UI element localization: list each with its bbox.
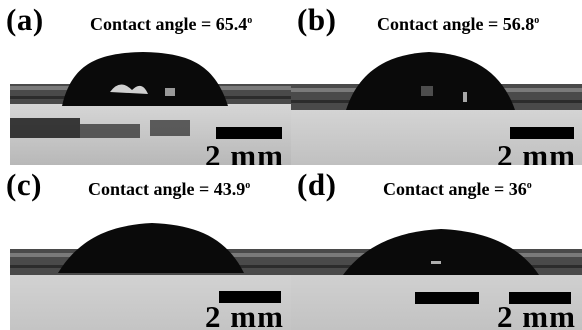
panel-a: (a) Contact angle = 65.4o 2 mm <box>0 0 291 165</box>
scale-bar-label: 2 mm <box>205 138 284 166</box>
droplet <box>58 223 244 273</box>
scale-bar-label: 2 mm <box>497 138 576 166</box>
photo-a <box>0 0 291 165</box>
panel-letter: (d) <box>297 167 337 202</box>
scale-bar-artifact <box>415 292 479 304</box>
panel-letter: (c) <box>6 167 42 202</box>
droplet <box>346 52 515 110</box>
droplet <box>62 52 228 106</box>
panel-letter: (a) <box>6 2 44 37</box>
panel-c: (c) Contact angle = 43.9o 2 mm <box>0 165 291 330</box>
photo-c <box>0 165 291 330</box>
scale-bar-label: 2 mm <box>497 299 576 330</box>
panel-d: (d) Contact angle = 36o 2 mm <box>291 165 582 330</box>
scale-bar <box>509 292 571 304</box>
scale-bar <box>216 127 282 139</box>
droplet <box>343 229 539 275</box>
scale-bar-label: 2 mm <box>205 299 284 330</box>
scale-bar <box>510 127 574 139</box>
contact-angle-label: Contact angle = 65.4o <box>90 14 253 34</box>
scale-bar <box>219 291 281 303</box>
contact-angle-label: Contact angle = 36o <box>383 179 532 199</box>
contact-angle-label: Contact angle = 56.8o <box>377 14 540 34</box>
contact-angle-label: Contact angle = 43.9o <box>88 179 251 199</box>
panel-letter: (b) <box>297 2 337 37</box>
panel-b: (b) Contact angle = 56.8o 2 mm <box>291 0 582 165</box>
